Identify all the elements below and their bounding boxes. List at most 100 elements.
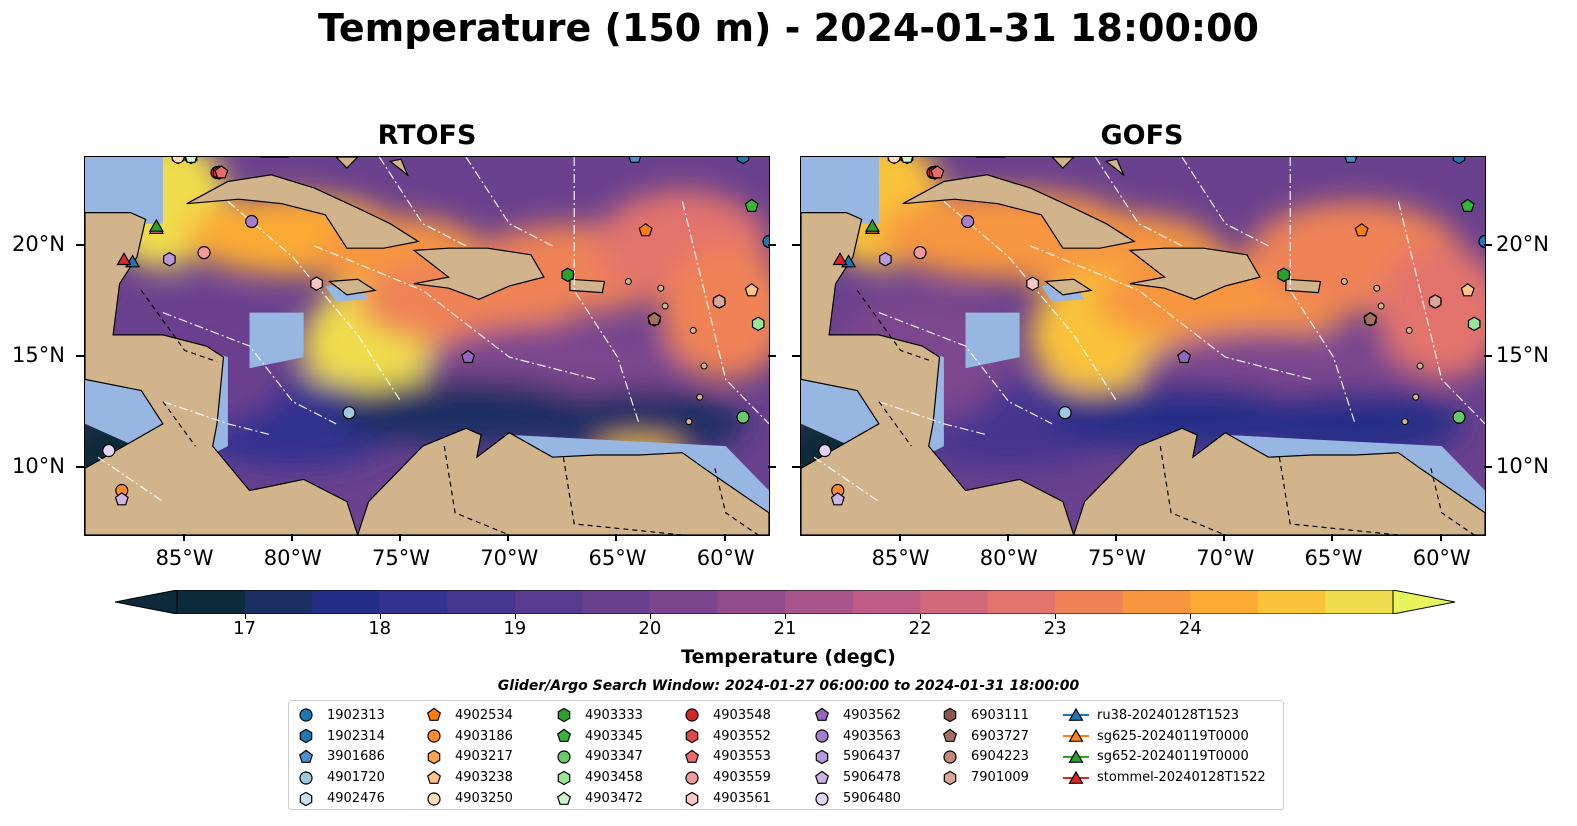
colorbar-bin <box>649 590 718 614</box>
legend-label: 4903238 <box>455 770 513 786</box>
lat-tick-mark <box>792 243 800 246</box>
colorbar-tick-label: 22 <box>908 618 932 639</box>
legend-label: 4903548 <box>713 707 771 723</box>
legend-column: 4902534 4903186 4903217 4903238 4903250 <box>421 705 513 809</box>
colorbar-tick-label: 18 <box>368 618 392 639</box>
marker-sg652-20240119T0000 <box>864 218 880 232</box>
marker-4903250 <box>887 157 901 164</box>
marker-5906437 <box>879 252 892 267</box>
legend-label: 6904223 <box>971 749 1029 765</box>
lon-tick-mark <box>290 534 293 541</box>
lon-tick-mark <box>1331 534 1334 541</box>
legend-column: 4903548 4903552 4903553 4903559 4903561 <box>679 705 771 809</box>
marker-sg652-20240119T0000 <box>148 218 164 232</box>
legend-column: ru38-20240128T1523 sg625-20240119T0000 sg6… <box>1063 705 1266 788</box>
colorbar-tick-label: 20 <box>638 618 662 639</box>
land <box>1285 278 1322 294</box>
hexagon-marker-icon <box>815 749 829 765</box>
map-rtofs <box>84 156 770 536</box>
legend-item: 4903217 <box>421 747 513 768</box>
legend-label: stommel-20240128T1522 <box>1097 770 1266 786</box>
legend-item: 4903186 <box>421 726 513 747</box>
legend-item: sg625-20240119T0000 <box>1063 726 1266 747</box>
legend-item: 4903561 <box>679 788 771 809</box>
colorbar-tick-mark <box>379 614 381 619</box>
marker-4901720 <box>342 406 356 420</box>
marker-5906437 <box>163 252 176 267</box>
marker-4903250 <box>171 157 185 164</box>
land <box>569 278 606 294</box>
legend-item: 4903238 <box>421 767 513 788</box>
colorbar-bin <box>379 590 448 614</box>
lat-tick-label: 15°N <box>1496 343 1549 368</box>
marker-4903238 <box>1460 283 1475 297</box>
colorbar-bin <box>1257 590 1326 614</box>
panel-title-gofs: GOFS <box>1100 120 1184 151</box>
marker-7901009 <box>712 294 726 309</box>
marker-6903727 <box>647 311 662 326</box>
legend-label: 4903345 <box>585 728 643 744</box>
circle-marker-icon <box>427 791 441 806</box>
circle-marker-icon <box>815 729 829 743</box>
lat-tick-mark <box>768 466 776 469</box>
marker-4903347 <box>736 410 750 424</box>
lat-tick-mark <box>768 243 776 246</box>
legend-label: 4903333 <box>585 707 643 723</box>
legend-label: 3901686 <box>327 749 385 765</box>
colorbar-bin <box>1325 590 1394 614</box>
colorbar-tick-label: 23 <box>1043 618 1067 639</box>
colorbar-bin <box>852 590 921 614</box>
lat-tick-mark <box>1484 243 1492 246</box>
colorbar-bin <box>717 590 786 614</box>
colorbar-over-arrow <box>1392 590 1455 614</box>
colorbar-tick-label: 21 <box>773 618 797 639</box>
legend-label: 4903562 <box>843 707 901 723</box>
lon-tick-label: 80°W <box>263 546 322 570</box>
legend-item: 4903548 <box>679 705 771 726</box>
legend-label: 4903186 <box>455 728 513 744</box>
triangle-line-marker-icon <box>1063 749 1089 763</box>
lat-tick-mark <box>1484 466 1492 469</box>
lat-tick-label: 10°N <box>1496 454 1549 479</box>
circle-marker-icon <box>943 750 957 764</box>
pentagon-marker-icon <box>814 708 830 722</box>
circle-marker-icon <box>299 771 313 785</box>
legend-item: 5906478 <box>809 767 901 788</box>
marker-1902314 <box>736 157 750 165</box>
lon-tick-label: 80°W <box>979 546 1038 570</box>
legend-item: 5906437 <box>809 747 901 768</box>
lon-tick-mark <box>898 534 901 541</box>
legend-label: 4903472 <box>585 791 643 807</box>
legend-item: 4903553 <box>679 747 771 768</box>
shelf-area <box>249 312 304 369</box>
land <box>335 157 359 169</box>
legend-item: 6903111 <box>937 705 1029 726</box>
lon-tick-mark <box>507 534 510 541</box>
pentagon-marker-icon <box>556 791 572 805</box>
lon-tick-mark <box>723 534 726 541</box>
legend-item: 4903347 <box>551 747 643 768</box>
legend-item: 3901686 <box>293 747 385 768</box>
colorbar-tick-mark <box>244 614 246 619</box>
hexagon-marker-icon <box>557 770 571 786</box>
colorbar-label: Temperature (degC) <box>681 646 896 668</box>
marker-4903458 <box>751 316 765 332</box>
lon-tick-label: 85°W <box>155 546 214 570</box>
marker-4903472 <box>184 157 198 163</box>
lat-tick-mark <box>1484 355 1492 358</box>
colorbar-bin <box>177 590 246 614</box>
legend-label: 4903250 <box>455 791 513 807</box>
colorbar-tick-mark <box>1055 614 1057 619</box>
legend-item: 5906480 <box>809 788 901 809</box>
marker-4903561 <box>1026 276 1039 291</box>
marker-4903563 <box>961 214 975 229</box>
shelf-area <box>85 157 163 224</box>
circle-marker-icon <box>557 750 571 764</box>
lat-tick-label: 20°N <box>12 231 65 256</box>
hexagon-marker-icon <box>943 770 957 786</box>
lon-tick-label: 65°W <box>588 546 647 570</box>
legend-label: 4901720 <box>327 770 385 786</box>
legend-item: 4903559 <box>679 767 771 788</box>
pentagon-marker-icon <box>426 708 442 722</box>
legend-column: 1902313 1902314 3901686 4901720 4902476 <box>293 705 385 809</box>
